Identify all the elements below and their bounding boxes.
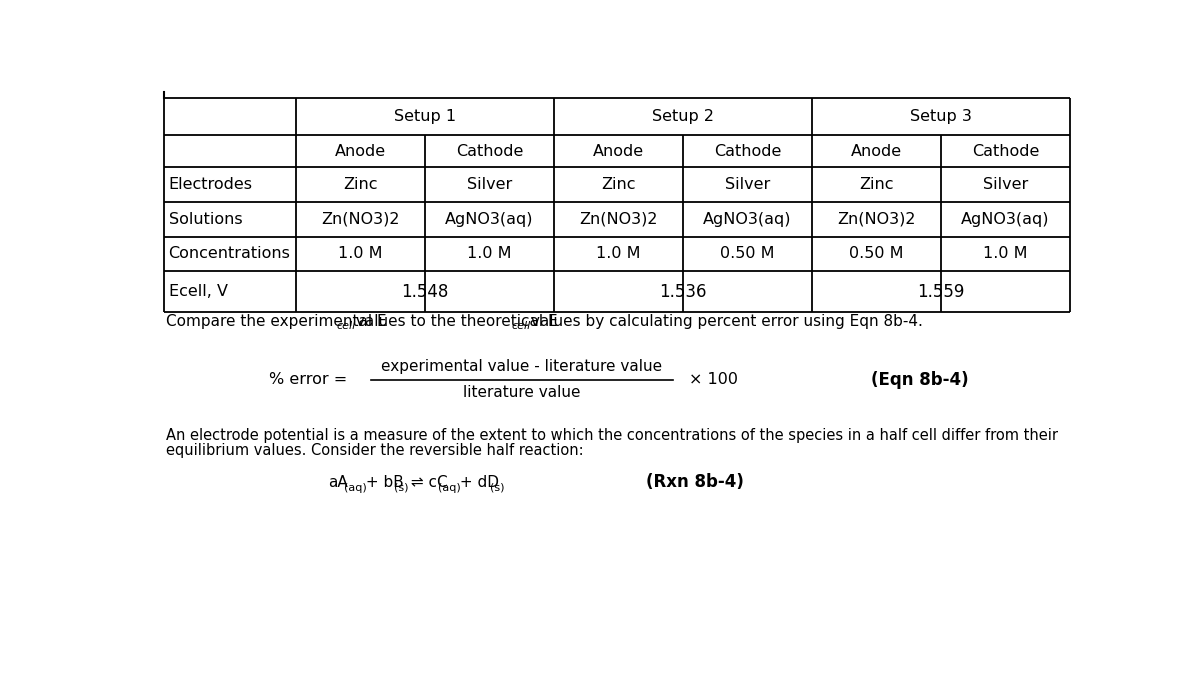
Text: Zinc: Zinc (859, 177, 894, 192)
Text: × 100: × 100 (689, 372, 738, 387)
Text: Silver: Silver (725, 177, 770, 192)
Text: Zinc: Zinc (601, 177, 636, 192)
Text: Zn(NO3)2: Zn(NO3)2 (838, 212, 916, 227)
Text: (s): (s) (395, 483, 409, 493)
Text: cell: cell (511, 321, 530, 331)
Text: literature value: literature value (463, 385, 581, 400)
Text: % error =: % error = (269, 372, 348, 387)
Text: Cathode: Cathode (714, 144, 781, 159)
Text: 1.0 M: 1.0 M (983, 246, 1028, 261)
Text: 1.536: 1.536 (659, 283, 707, 300)
Text: Zinc: Zinc (343, 177, 378, 192)
Text: Anode: Anode (851, 144, 902, 159)
Text: Setup 1: Setup 1 (394, 109, 456, 124)
Text: Zn(NO3)2: Zn(NO3)2 (322, 212, 400, 227)
Text: values by calculating percent error using Eqn 8b-4.: values by calculating percent error usin… (527, 314, 923, 329)
Text: values to the theoretical E: values to the theoretical E (352, 314, 558, 329)
Text: An electrode potential is a measure of the extent to which the concentrations of: An electrode potential is a measure of t… (166, 428, 1057, 443)
Text: Silver: Silver (983, 177, 1028, 192)
Text: (aq): (aq) (438, 483, 461, 493)
Text: (s): (s) (490, 483, 504, 493)
Text: 1.0 M: 1.0 M (467, 246, 511, 261)
Text: Electrodes: Electrodes (168, 177, 253, 192)
Text: 1.559: 1.559 (917, 283, 965, 300)
Text: AgNO3(aq): AgNO3(aq) (961, 212, 1050, 227)
Text: 1.0 M: 1.0 M (596, 246, 641, 261)
Text: Cathode: Cathode (972, 144, 1039, 159)
Text: Anode: Anode (335, 144, 386, 159)
Text: Compare the experimental E: Compare the experimental E (166, 314, 386, 329)
Text: equilibrium values. Consider the reversible half reaction:: equilibrium values. Consider the reversi… (166, 443, 583, 458)
Text: Ecell, V: Ecell, V (168, 284, 228, 299)
Text: Setup 3: Setup 3 (910, 109, 972, 124)
Text: Anode: Anode (593, 144, 644, 159)
Text: ⇌ cC: ⇌ cC (406, 475, 448, 490)
Text: Setup 2: Setup 2 (652, 109, 714, 124)
Text: 0.50 M: 0.50 M (850, 246, 904, 261)
Text: cell: cell (336, 321, 355, 331)
Text: + dD: + dD (456, 475, 499, 490)
Text: (aq): (aq) (343, 483, 366, 493)
Text: Silver: Silver (467, 177, 512, 192)
Text: 1.0 M: 1.0 M (338, 246, 383, 261)
Text: (Eqn 8b-4): (Eqn 8b-4) (871, 371, 968, 389)
Text: Solutions: Solutions (168, 212, 242, 227)
Text: Cathode: Cathode (456, 144, 523, 159)
Text: experimental value - literature value: experimental value - literature value (382, 359, 662, 374)
Text: 0.50 M: 0.50 M (720, 246, 775, 261)
Text: Concentrations: Concentrations (168, 246, 290, 261)
Text: AgNO3(aq): AgNO3(aq) (445, 212, 534, 227)
Text: aA: aA (329, 475, 348, 490)
Text: (Rxn 8b-4): (Rxn 8b-4) (646, 472, 744, 491)
Text: AgNO3(aq): AgNO3(aq) (703, 212, 792, 227)
Text: Zn(NO3)2: Zn(NO3)2 (580, 212, 658, 227)
Text: 1.548: 1.548 (401, 283, 449, 300)
Text: + bB: + bB (361, 475, 404, 490)
